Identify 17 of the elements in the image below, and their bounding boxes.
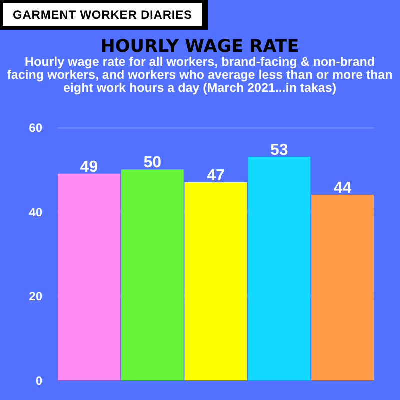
- y-tick-label: 20: [29, 290, 43, 304]
- bar: [121, 170, 184, 380]
- y-tick-label: 0: [36, 374, 43, 388]
- chart-subtitle: Hourly wage rate for all workers, brand-facing & non-brand facing workers, and workers who average less than or more than eight work hours a day (March 2021...in takas): [0, 55, 400, 95]
- chart-title: HOURLY WAGE RATE: [0, 37, 400, 57]
- bar: [184, 182, 248, 380]
- data-label: 50: [144, 154, 162, 172]
- bar: [248, 157, 311, 380]
- bar: [58, 174, 120, 380]
- data-label: 49: [80, 158, 98, 176]
- text: GARMENT WORKER DIARIES: [0, 0, 208, 30]
- bar: [312, 194, 374, 380]
- data-label: 44: [334, 180, 352, 197]
- data-label: 53: [270, 142, 288, 160]
- y-tick-label: 60: [29, 121, 43, 135]
- data-label: 47: [207, 167, 225, 184]
- y-tick-label: 40: [29, 205, 43, 220]
